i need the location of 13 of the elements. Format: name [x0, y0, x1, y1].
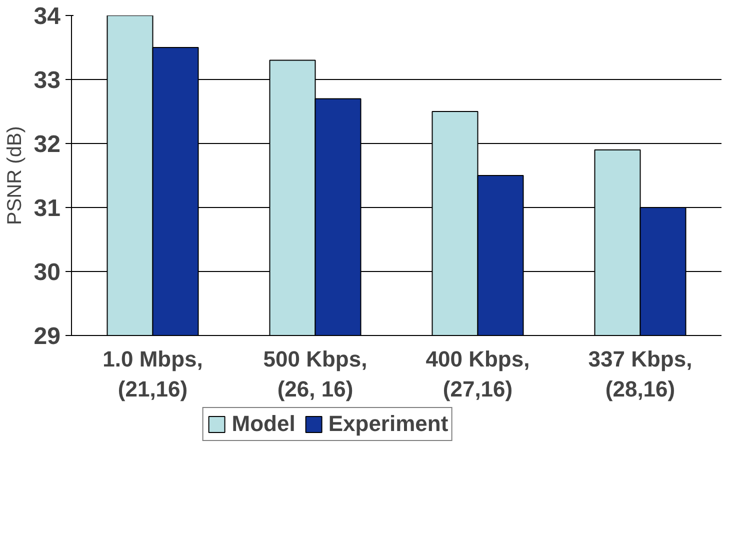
legend-label: Experiment — [328, 411, 448, 437]
y-tick-label: 29 — [34, 323, 61, 350]
x-tick-label: 400 Kbps, (27,16) — [426, 346, 530, 402]
y-tick-label: 31 — [34, 195, 61, 222]
x-tick-label: 500 Kbps, (26, 16) — [263, 346, 368, 402]
legend-label: Model — [232, 411, 296, 437]
x-tick-label: 1.0 Mbps, (21,16) — [102, 346, 203, 402]
y-tick-label: 32 — [34, 131, 61, 158]
x-tick-label: 337 Kbps, (28,16) — [588, 346, 692, 402]
y-axis-title: PSNR (dB) — [4, 126, 26, 225]
y-tick-label: 30 — [34, 259, 61, 286]
y-tick-label: 34 — [34, 3, 62, 30]
y-tick-label: 33 — [34, 67, 61, 94]
